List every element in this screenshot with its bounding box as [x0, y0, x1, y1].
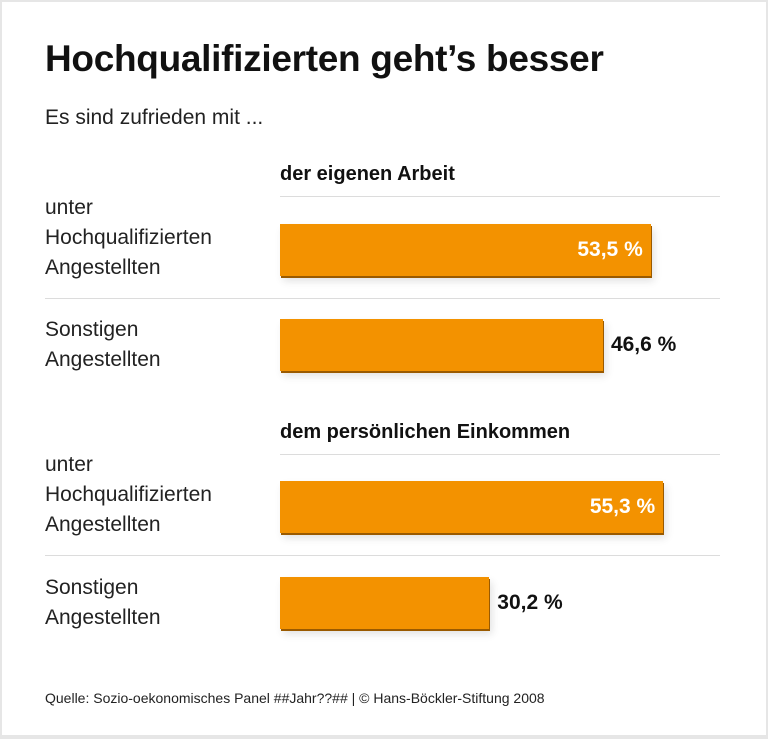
group-rule [280, 454, 720, 455]
row-label: Sonstigen [45, 576, 139, 599]
row-label: Angestellten [45, 256, 161, 279]
group-heading: dem persönlichen Einkommen [280, 421, 571, 443]
data-label: 55,3 % [589, 495, 656, 518]
chart-subtitle: Es sind zufrieden mit ... [45, 106, 264, 129]
row-label: unter [45, 453, 93, 476]
bar [280, 577, 490, 629]
group-rule [280, 196, 720, 197]
row-divider [45, 555, 720, 556]
source-footer: Quelle: Sozio-oekonomisches Panel ##Jahr… [45, 690, 545, 706]
row-label: Sonstigen [45, 318, 139, 341]
row-label: Angestellten [45, 513, 161, 536]
data-label: 30,2 % [497, 591, 563, 614]
bar [280, 319, 603, 371]
row-label: Hochqualifizierten [45, 226, 212, 249]
row-label: Angestellten [45, 348, 161, 371]
chart-title: Hochqualifizierten geht’s besser [45, 38, 604, 79]
data-label: 53,5 % [577, 238, 643, 261]
data-label: 46,6 % [610, 333, 677, 356]
bar [280, 224, 651, 276]
row-divider [45, 298, 720, 299]
group-heading: der eigenen Arbeit [280, 163, 455, 185]
row-label: Angestellten [45, 606, 161, 629]
row-label: unter [45, 196, 93, 219]
bar [280, 481, 664, 533]
row-label: Hochqualifizierten [45, 483, 212, 506]
